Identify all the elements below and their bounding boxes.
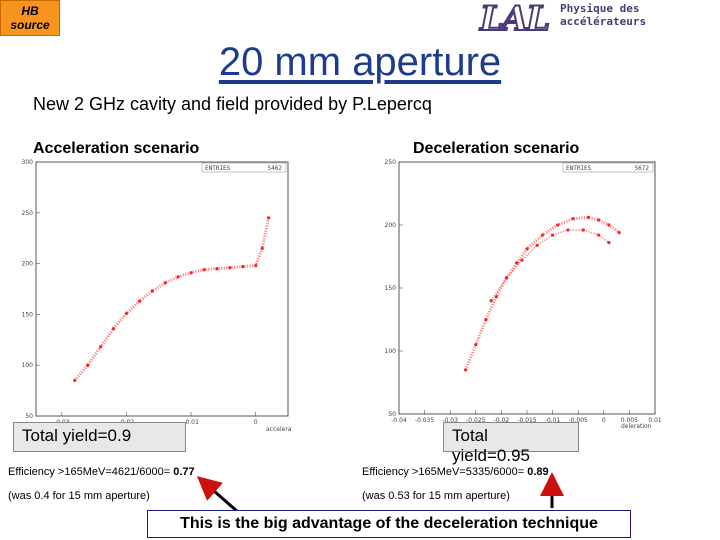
dec-xtick-label-8: 0 (602, 417, 606, 424)
dec-xtick-label-4: -0.02 (494, 417, 510, 424)
acc-xtick-label-3: 0 (254, 419, 258, 426)
dec-point-0-3 (494, 295, 498, 299)
dec-point-0-0 (464, 368, 468, 372)
acc-point-0-0 (73, 378, 77, 382)
dec-point-0-12 (607, 223, 611, 227)
badge-line1: HB (21, 4, 39, 18)
logo-subtitle: Physique des accélérateurs (560, 2, 647, 28)
dec-point-1-1 (504, 276, 509, 280)
dec-point-0-5 (515, 261, 519, 265)
acc-point-0-3 (111, 327, 116, 331)
dec-ytick-label-2: 150 (385, 285, 397, 292)
dec-point-0-6 (525, 247, 529, 251)
acc-point-0-15 (260, 246, 264, 250)
acc-point-0-11 (215, 267, 219, 271)
acceleration-was-note: (was 0.4 for 15 mm aperture) (8, 490, 150, 502)
acc-ytick-label-4: 250 (22, 210, 34, 217)
dec-ytick-label-4: 250 (385, 159, 397, 166)
badge-line2: source (10, 18, 50, 32)
acc-point-0-7 (163, 281, 167, 285)
dec-xtick-label-6: -0.01 (545, 417, 561, 424)
acc-ytick-label-0: 50 (25, 413, 33, 420)
acc-entries-value: 5462 (268, 165, 283, 172)
acceleration-efficiency: Efficiency >165MeV=4621/6000= 0.77 (8, 466, 195, 478)
dec-xtick-label-5: -0.015 (517, 417, 537, 424)
dec-series-1-trace (490, 229, 610, 302)
dec-xtick-label-3: -0.025 (466, 417, 486, 424)
dec-point-0-13 (617, 231, 621, 235)
acc-point-0-2 (99, 345, 103, 349)
deceleration-efficiency-value: 0.89 (527, 466, 549, 478)
dec-ytick-label-3: 200 (385, 222, 397, 229)
dec-point-1-2 (520, 258, 524, 262)
dec-point-0-2 (484, 317, 488, 322)
page-title: 20 mm aperture (218, 40, 502, 84)
acc-xlabel: acceleration (266, 426, 292, 433)
deceleration-efficiency: Efficiency >165MeV=5335/6000= 0.89 (362, 466, 549, 478)
conclusion-box: This is the big advantage of the deceler… (147, 510, 631, 538)
page-subtitle: New 2 GHz cavity and field provided by P… (33, 94, 432, 114)
dec-xlabel: deleration (621, 423, 652, 430)
dec-point-0-11 (597, 218, 601, 222)
deceleration-scatter-plot: ENTRIES 5672 -0.04 -0.035 -0.03 -0.025 -0.02… (385, 159, 662, 430)
acc-entries-label: ENTRIES (205, 165, 231, 172)
dec-xtick-label-2: -0.03 (442, 417, 458, 424)
dec-point-1-8 (607, 241, 611, 245)
acc-xtick-label-2: -0.01 (183, 419, 199, 426)
acc-point-0-5 (137, 299, 141, 303)
logo-mark: LAL (479, 0, 548, 34)
acc-point-0-14 (254, 264, 258, 268)
acc-point-0-8 (176, 275, 180, 279)
acc-point-0-13 (241, 265, 245, 269)
acc-point-0-12 (228, 266, 232, 270)
acc-point-0-6 (150, 289, 154, 293)
dec-xtick-label-1: -0.035 (415, 417, 435, 424)
acc-ytick-label-1: 100 (22, 362, 34, 369)
dec-point-1-6 (581, 228, 585, 232)
acceleration-scatter-plot: ENTRIES 5462 -0.03-0.02-0.010 5010015020… (22, 159, 292, 433)
dec-point-0-1 (474, 343, 478, 347)
dec-series-0-trace (464, 215, 621, 371)
acc-point-0-4 (124, 311, 129, 315)
acc-point-0-16 (267, 216, 271, 220)
deceleration-was-note: (was 0.53 for 15 mm aperture) (362, 490, 510, 502)
dec-entries-label: ENTRIES (566, 165, 592, 172)
deceleration-heading: Deceleration scenario (413, 140, 580, 157)
dec-point-1-0 (489, 299, 493, 303)
dec-point-0-8 (556, 223, 560, 227)
dec-ytick-label-1: 100 (385, 348, 397, 355)
dec-xtick-label-9: 0.005 (621, 417, 638, 424)
acc-point-0-9 (189, 271, 193, 275)
dec-point-1-3 (535, 243, 539, 247)
acc-ytick-label-5: 300 (22, 159, 34, 166)
dec-xtick-label-7: -0.005 (569, 417, 589, 424)
dec-xtick-label-0: -0.04 (391, 417, 407, 424)
acc-ytick-label-3: 200 (22, 261, 34, 268)
acceleration-yield-box: Total yield=0.9 (13, 422, 186, 452)
acceleration-efficiency-value: 0.77 (173, 466, 195, 478)
dec-point-1-5 (566, 228, 570, 232)
acc-point-0-10 (202, 268, 206, 272)
dec-point-0-10 (586, 215, 590, 219)
dec-entries-value: 5672 (635, 165, 650, 172)
dec-ytick-label-0: 50 (388, 411, 396, 418)
acc-ytick-label-2: 150 (22, 311, 34, 318)
lal-logo: LAL (478, 0, 551, 34)
dec-point-0-7 (540, 233, 544, 237)
hb-source-badge: HB source (0, 0, 60, 36)
acceleration-efficiency-text: Efficiency >165MeV=4621/6000= (8, 466, 174, 478)
dec-point-1-4 (551, 233, 555, 237)
deceleration-yield-box: Total yield=0.95 (443, 422, 579, 465)
dec-point-0-9 (571, 217, 575, 221)
dec-point-1-7 (597, 233, 601, 237)
acceleration-heading: Acceleration scenario (33, 140, 200, 157)
acc-point-0-1 (86, 363, 90, 367)
dec-xtick-label-10: 0.01 (648, 417, 662, 424)
arrow-to-acc-efficiency (196, 476, 239, 514)
deceleration-efficiency-text: Efficiency >165MeV=5335/6000= (362, 466, 528, 478)
